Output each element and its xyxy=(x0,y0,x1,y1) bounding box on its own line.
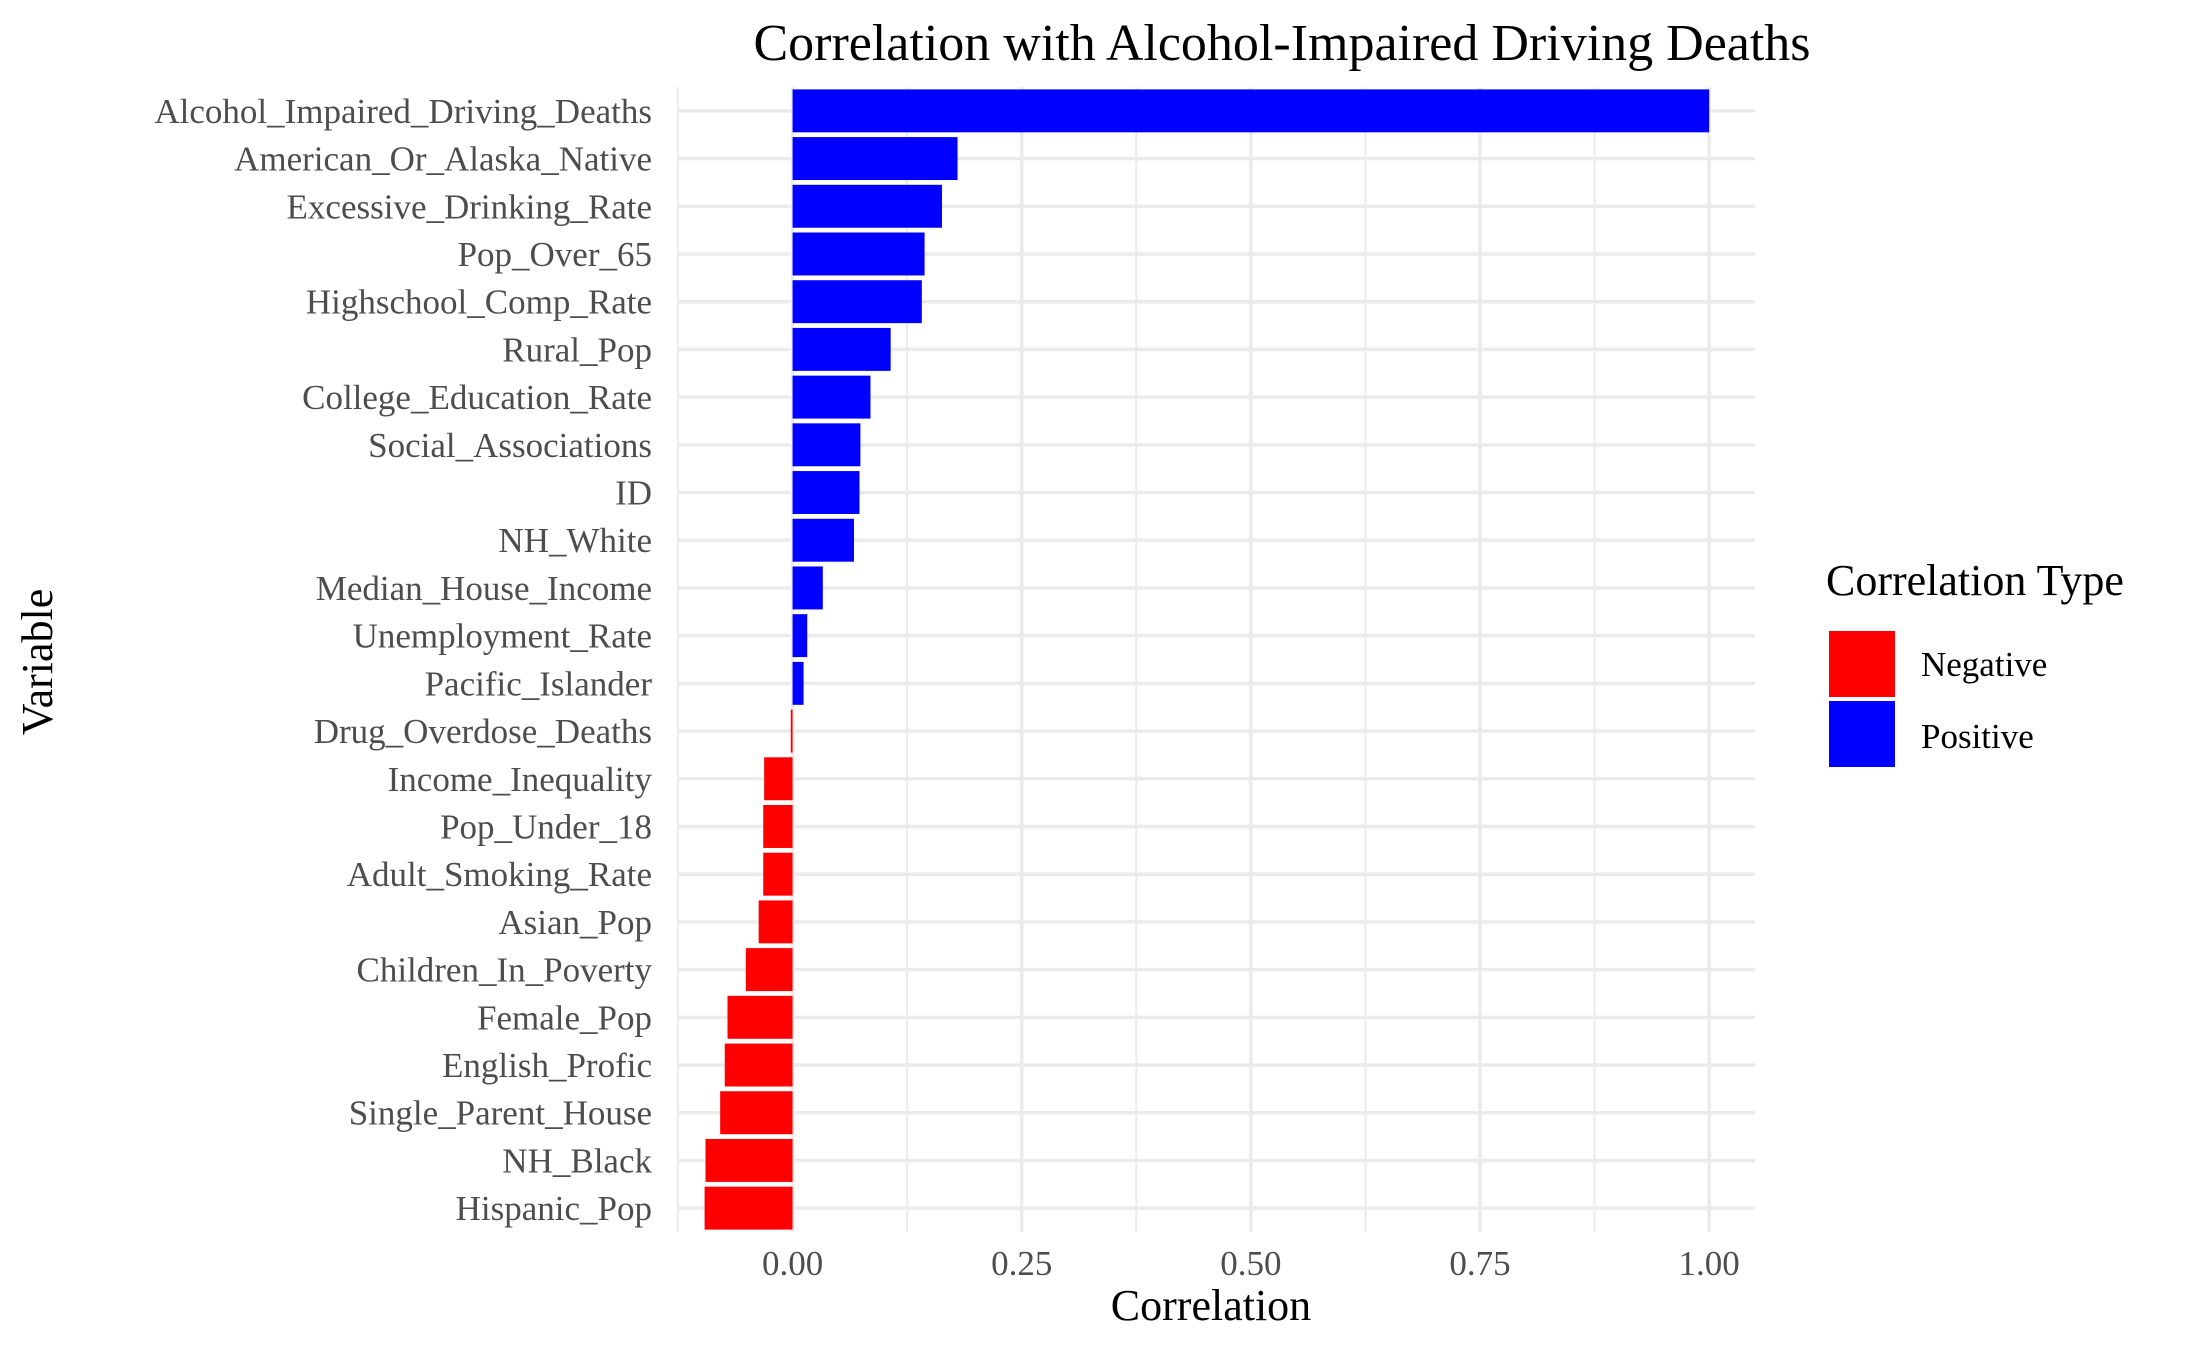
x-tick-label: 1.00 xyxy=(1679,1244,1740,1283)
chart-title: Correlation with Alcohol-Impaired Drivin… xyxy=(753,15,1810,72)
y-tick-label: Adult_Smoking_Rate xyxy=(347,855,652,894)
legend-label-negative: Negative xyxy=(1921,645,2047,684)
bar-median-house-income xyxy=(792,566,823,610)
y-tick-label: Unemployment_Rate xyxy=(353,617,652,656)
bar-pop-over-65 xyxy=(792,232,925,276)
x-tick-label: 0.25 xyxy=(991,1244,1052,1283)
y-tick-label: Income_Inequality xyxy=(388,760,653,799)
bar-unemployment-rate xyxy=(792,614,808,658)
y-tick-label: Alcohol_Impaired_Driving_Deaths xyxy=(154,92,652,131)
y-tick-label: American_Or_Alaska_Native xyxy=(234,140,652,179)
bar-income-inequality xyxy=(764,757,793,801)
y-tick-label: Hispanic_Pop xyxy=(456,1189,652,1228)
y-tick-label: Female_Pop xyxy=(477,998,652,1037)
legend-swatch-positive xyxy=(1829,701,1895,767)
y-tick-label: Single_Parent_House xyxy=(349,1094,652,1133)
bar-id xyxy=(792,471,860,514)
legend-label-positive: Positive xyxy=(1921,717,2034,756)
y-tick-label: College_Education_Rate xyxy=(302,378,652,417)
bar-children-in-poverty xyxy=(745,948,793,992)
y-tick-label: Rural_Pop xyxy=(502,330,652,369)
bar-college-education-rate xyxy=(792,375,871,419)
y-tick-label: NH_Black xyxy=(502,1141,652,1180)
x-tick-labels: 0.00 0.25 0.50 0.75 1.00 xyxy=(762,1244,1740,1283)
x-tick-label: 0.50 xyxy=(1220,1244,1281,1283)
bar-nh-black xyxy=(705,1138,793,1182)
bar-hispanic-pop xyxy=(704,1186,793,1230)
bar-social-associations xyxy=(792,423,861,467)
bar-pop-under-18 xyxy=(763,805,793,848)
bar-single-parent-house xyxy=(720,1091,793,1135)
bar-alcohol-impaired-driving-deaths xyxy=(792,89,1710,133)
y-tick-label: ID xyxy=(615,474,652,513)
x-tick-label: 0.00 xyxy=(762,1244,823,1283)
y-tick-label: Excessive_Drinking_Rate xyxy=(287,187,652,226)
bar-adult-smoking-rate xyxy=(763,852,793,896)
bar-american-or-alaska-native xyxy=(792,137,958,181)
bar-pacific-islander xyxy=(792,661,804,705)
y-axis-label: Variable xyxy=(13,589,62,736)
bar-highschool-comp-rate xyxy=(792,280,922,324)
x-tick-label: 0.75 xyxy=(1449,1244,1510,1283)
y-tick-label: Pop_Over_65 xyxy=(458,235,652,274)
legend-title: Correlation Type xyxy=(1826,556,2124,605)
y-tick-label: Drug_Overdose_Deaths xyxy=(314,712,652,751)
legend: Correlation Type Negative Positive xyxy=(1826,556,2124,767)
bar-english-profic xyxy=(724,1043,793,1087)
y-tick-label: Pop_Under_18 xyxy=(440,807,652,846)
x-axis-label: Correlation xyxy=(1111,1281,1311,1330)
y-tick-label: Asian_Pop xyxy=(498,903,652,942)
bars xyxy=(704,89,1710,1230)
bar-drug-overdose-deaths xyxy=(790,709,793,753)
bar-female-pop xyxy=(727,995,793,1039)
bar-excessive-drinking-rate xyxy=(792,184,942,228)
y-tick-label: Children_In_Poverty xyxy=(356,951,652,990)
y-tick-label: English_Profic xyxy=(442,1046,652,1085)
y-tick-label: NH_White xyxy=(498,521,652,560)
y-tick-labels: Alcohol_Impaired_Driving_Deaths American_… xyxy=(154,92,652,1228)
bar-asian-pop xyxy=(758,900,793,944)
legend-swatch-negative xyxy=(1829,631,1895,697)
y-tick-label: Pacific_Islander xyxy=(425,664,653,703)
y-tick-label: Highschool_Comp_Rate xyxy=(306,283,652,322)
y-tick-label: Median_House_Income xyxy=(316,569,652,608)
bar-nh-white xyxy=(792,518,854,562)
bar-rural-pop xyxy=(792,327,891,371)
y-tick-label: Social_Associations xyxy=(368,426,652,465)
